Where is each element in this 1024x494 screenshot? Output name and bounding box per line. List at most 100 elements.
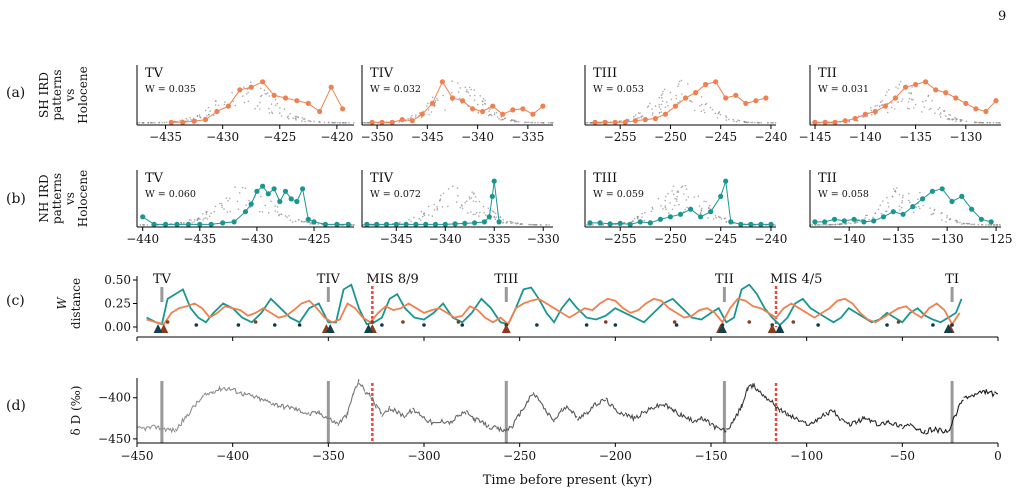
series-segment <box>538 399 548 413</box>
holocene-point <box>138 122 141 124</box>
holocene-point <box>870 106 872 109</box>
series-segment <box>370 396 377 409</box>
holocene-point <box>199 218 201 220</box>
series-segment <box>458 410 467 417</box>
holocene-point <box>658 111 661 114</box>
holocene-point <box>457 194 459 197</box>
holocene-point <box>193 221 195 223</box>
holocene-point <box>698 205 701 207</box>
series-segment <box>569 409 578 419</box>
holocene-point <box>829 223 831 226</box>
holocene-point <box>879 204 881 207</box>
holocene-point <box>469 94 471 97</box>
holocene-point <box>484 103 487 105</box>
data-point <box>403 221 409 227</box>
holocene-point <box>479 95 482 97</box>
series-line-sh <box>146 297 961 326</box>
holocene-point <box>442 192 445 195</box>
holocene-point <box>927 94 930 97</box>
holocene-point <box>674 197 676 200</box>
minimum-point-nh <box>816 323 820 327</box>
holocene-point <box>259 210 261 213</box>
holocene-point <box>304 120 306 123</box>
holocene-point <box>439 198 442 200</box>
holocene-point <box>336 122 339 124</box>
holocene-point <box>667 212 670 214</box>
w-value: W = 0.032 <box>370 84 421 95</box>
data-point <box>174 221 180 227</box>
data-point <box>322 221 328 227</box>
holocene-point <box>651 206 654 209</box>
data-point <box>480 108 486 115</box>
data-point <box>305 100 311 106</box>
holocene-point <box>665 208 667 211</box>
holocene-point <box>458 97 461 100</box>
holocene-point <box>680 79 683 82</box>
data-point <box>920 196 926 202</box>
holocene-point <box>982 121 985 124</box>
holocene-point <box>586 224 588 226</box>
holocene-point <box>664 205 666 207</box>
holocene-point <box>908 201 911 204</box>
holocene-point <box>427 109 430 111</box>
data-point <box>718 193 724 199</box>
holocene-point <box>865 214 867 217</box>
data-point <box>632 118 638 124</box>
series-segment <box>752 382 760 393</box>
holocene-point <box>923 106 926 108</box>
series-segment <box>878 420 888 427</box>
holocene-point <box>602 224 604 226</box>
holocene-point <box>482 103 484 106</box>
series-segment <box>396 410 406 419</box>
holocene-point <box>545 224 548 226</box>
holocene-point <box>539 224 542 226</box>
holocene-point <box>294 220 297 223</box>
holocene-point <box>270 111 273 113</box>
data-point <box>758 221 764 227</box>
holocene-point <box>946 118 949 120</box>
holocene-point <box>995 122 998 124</box>
holocene-point <box>888 89 890 91</box>
data-point <box>983 108 989 115</box>
data-point <box>305 216 311 222</box>
holocene-point <box>933 208 936 211</box>
data-point <box>489 193 495 199</box>
holocene-point <box>247 100 250 103</box>
w-value: W = 0.059 <box>593 189 644 200</box>
series-segment <box>241 391 253 397</box>
data-point <box>260 183 266 189</box>
data-point <box>768 221 774 227</box>
series-segment <box>643 406 654 415</box>
data-point <box>369 119 375 125</box>
series-segment <box>184 404 195 419</box>
data-point <box>733 92 739 98</box>
holocene-point <box>880 212 883 215</box>
data-point <box>277 198 283 205</box>
data-point <box>743 100 749 106</box>
holocene-point <box>238 192 241 194</box>
holocene-point <box>188 219 191 221</box>
data-point <box>151 221 157 227</box>
holocene-point <box>423 212 425 215</box>
series-segment <box>435 418 444 424</box>
holocene-point <box>260 87 262 90</box>
holocene-point <box>437 99 439 102</box>
series-segment <box>419 414 429 424</box>
data-point <box>202 117 209 123</box>
holocene-point <box>470 197 473 199</box>
holocene-point <box>305 220 307 223</box>
holocene-point <box>591 122 593 124</box>
holocene-point <box>267 212 270 214</box>
data-point <box>294 198 300 205</box>
figure-layer: (a) SH IRDpatternsvsHolocene−435 −430 −425−… <box>6 65 1013 488</box>
holocene-point <box>152 122 154 124</box>
holocene-point <box>728 118 730 121</box>
holocene-point <box>893 108 896 110</box>
holocene-point <box>955 118 957 120</box>
y-axis-label-line: Holocene <box>76 66 90 123</box>
holocene-point <box>551 122 553 124</box>
holocene-point <box>671 208 674 211</box>
holocene-point <box>398 121 401 123</box>
holocene-point <box>158 121 160 124</box>
x-tick-label: −450 <box>121 449 154 463</box>
